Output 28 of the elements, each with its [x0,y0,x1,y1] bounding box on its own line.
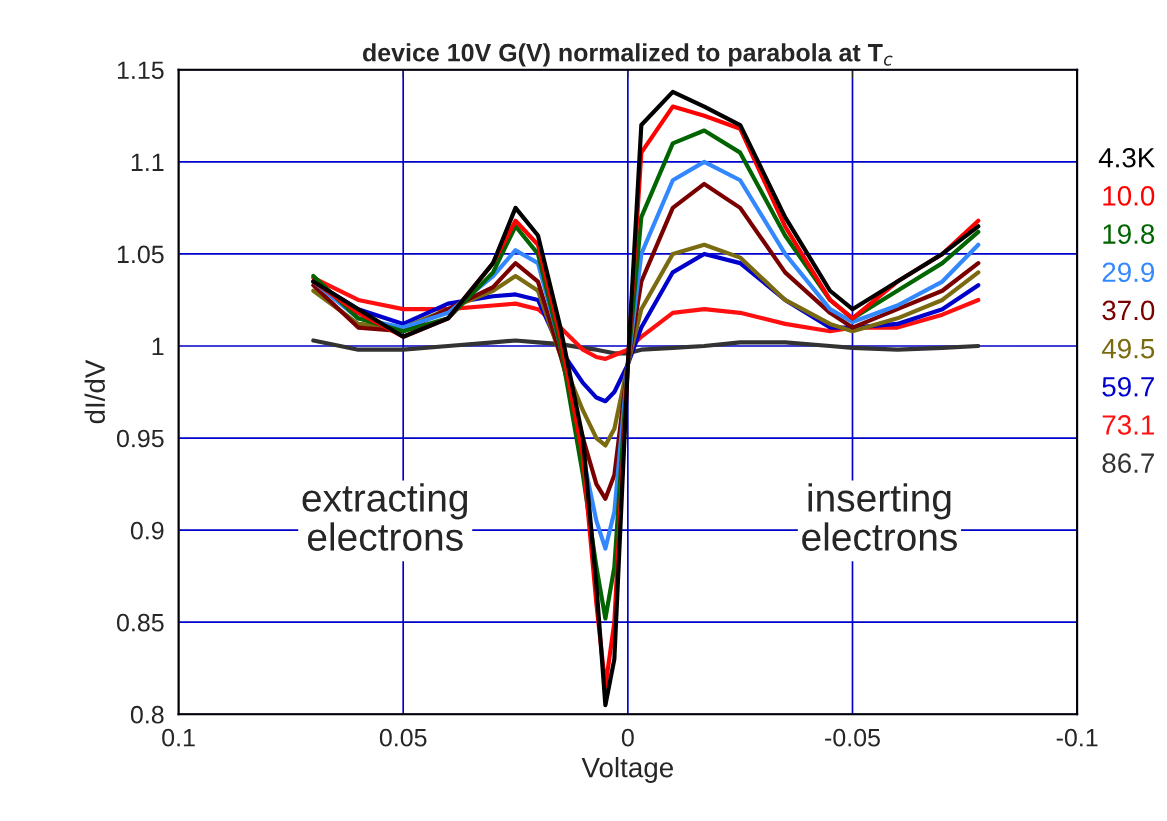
text: 49.5 [1101,338,1155,359]
annotation: extracting electrons [302,483,468,551]
text: 10.0 [1103,186,1155,206]
y-tick-label: 0.8 [130,705,164,724]
line-series [311,338,981,356]
text: 86.7 [1102,453,1154,473]
y-tick-label: 0.85 [116,613,164,632]
x-tick-label: 0 [621,728,634,747]
y-axis-title: dI/dV [84,359,105,424]
y-tick-label: 0.9 [130,521,164,540]
y-tick-label: 1 [152,337,164,356]
x-tick-label: 0.05 [379,728,427,747]
annotation: inserting electrons [802,483,957,551]
chart-title: device 10V G(V) normalized to parabola at T$_{c}$ [363,43,893,67]
y-tick-label: 0.95 [116,429,164,448]
text: 4.3K [1098,147,1156,168]
x-tick-label: 0.1 [162,728,195,747]
x-tick-label: -0.1 [1056,728,1098,747]
x-tick-label: -0.05 [825,728,880,747]
text: 73.1 [1102,415,1154,435]
text: 29.9 [1102,262,1155,283]
y-tick-label: 1.15 [117,61,164,80]
x-axis-title: Voltage [581,757,673,783]
y-tick-label: 1.05 [117,245,164,264]
text: 37.0 [1102,300,1155,321]
text: 59.7 [1102,376,1154,397]
y-tick-label: 1.1 [131,153,164,171]
text: 19.8 [1103,224,1155,244]
